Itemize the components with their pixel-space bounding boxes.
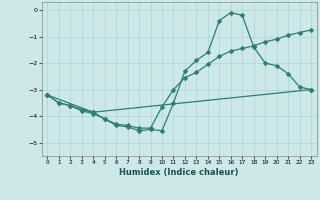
X-axis label: Humidex (Indice chaleur): Humidex (Indice chaleur) [119, 168, 239, 177]
